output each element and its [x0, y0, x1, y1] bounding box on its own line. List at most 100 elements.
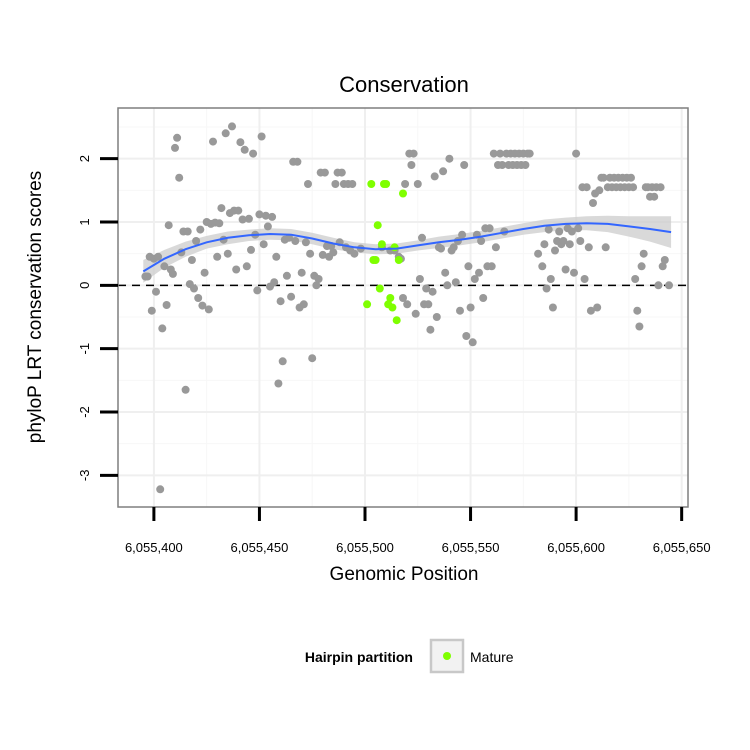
other-point	[496, 149, 505, 158]
other-point	[456, 306, 464, 315]
other-point	[253, 286, 262, 295]
other-point	[432, 313, 441, 321]
other-point	[158, 324, 167, 333]
other-point	[282, 271, 291, 280]
legend-key-mature-dot	[443, 652, 451, 660]
other-point	[439, 167, 448, 176]
other-point	[183, 227, 192, 236]
other-point	[593, 303, 602, 312]
x-tick-label: 6,055,500	[336, 540, 394, 555]
other-point	[656, 183, 665, 192]
other-point	[223, 249, 232, 258]
other-point	[475, 268, 483, 277]
x-tick-label: 6,055,400	[125, 540, 183, 555]
other-point	[263, 222, 272, 231]
other-point	[424, 300, 433, 309]
other-point	[542, 284, 551, 293]
mature-point	[375, 284, 384, 293]
other-point	[403, 300, 412, 309]
other-point	[460, 161, 469, 169]
other-point	[152, 287, 160, 296]
confidence-ribbon	[143, 215, 672, 283]
other-point	[350, 249, 359, 258]
other-point	[470, 275, 479, 283]
other-point	[534, 249, 543, 258]
mature-point	[394, 256, 403, 264]
mature-point	[371, 256, 380, 264]
other-point	[240, 145, 249, 154]
y-tick-label: 0	[77, 282, 92, 289]
y-axis-title: phyloP LRT conservation scores	[25, 171, 46, 444]
other-point	[633, 306, 642, 315]
other-point	[567, 227, 576, 236]
other-point	[546, 275, 555, 283]
other-point	[443, 281, 452, 290]
other-point	[489, 149, 498, 158]
other-point	[236, 138, 245, 147]
other-point	[156, 485, 165, 494]
other-point	[574, 224, 583, 233]
other-point	[147, 306, 156, 315]
other-point	[318, 250, 327, 259]
other-point	[584, 243, 593, 252]
other-point	[521, 161, 530, 169]
legend-label-mature: Mature	[470, 649, 514, 665]
other-point	[181, 385, 190, 394]
legend: Hairpin partition Mature	[305, 638, 514, 674]
smooth-line-layer	[142, 222, 672, 273]
mature-point	[377, 240, 386, 249]
y-tick-label: -3	[77, 470, 92, 482]
other-point	[409, 149, 418, 158]
other-point	[601, 243, 610, 252]
other-point	[468, 338, 477, 347]
other-point	[525, 149, 534, 158]
other-point	[430, 172, 439, 181]
other-point	[168, 269, 177, 278]
other-point	[464, 262, 473, 271]
y-tick-label: -1	[77, 343, 92, 355]
other-point	[650, 192, 659, 201]
other-point	[268, 212, 277, 221]
other-point	[665, 281, 673, 290]
other-point	[175, 173, 184, 182]
other-point	[287, 292, 296, 301]
other-point	[415, 275, 424, 283]
other-point	[261, 211, 270, 220]
other-point	[247, 245, 255, 254]
other-point	[194, 294, 203, 302]
other-point	[401, 180, 410, 188]
other-point	[297, 268, 306, 277]
mature-point	[382, 180, 391, 188]
other-point	[445, 154, 454, 163]
other-point	[399, 294, 407, 302]
other-point	[190, 284, 198, 293]
other-point	[337, 168, 346, 177]
other-point	[204, 305, 213, 314]
mature-point	[390, 243, 399, 252]
x-tick-label: 6,055,650	[653, 540, 711, 555]
other-point	[458, 230, 467, 239]
other-point	[411, 309, 420, 318]
other-point	[171, 143, 179, 152]
other-point	[234, 206, 243, 215]
other-point	[285, 233, 293, 242]
mature-point	[367, 180, 376, 188]
other-point	[160, 262, 169, 271]
other-point	[320, 168, 329, 177]
other-point	[274, 379, 283, 388]
other-point	[477, 237, 486, 245]
other-point	[209, 137, 217, 146]
other-point	[329, 248, 338, 257]
mature-point	[363, 300, 372, 309]
chart-title: Conservation	[339, 72, 469, 97]
other-point	[228, 122, 236, 131]
y-tick-label: 2	[77, 155, 92, 162]
other-point	[654, 281, 663, 290]
other-point	[426, 325, 435, 334]
other-point	[582, 183, 591, 192]
other-point	[580, 275, 589, 283]
other-point	[276, 297, 285, 306]
other-point	[544, 225, 553, 234]
